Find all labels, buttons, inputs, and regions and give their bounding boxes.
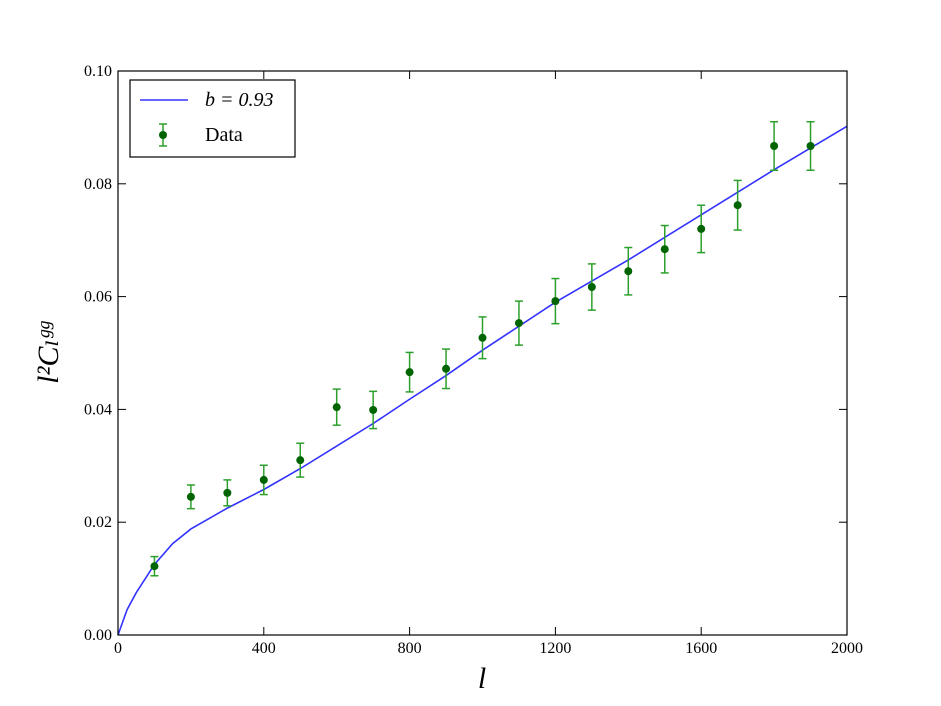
- data-point: [660, 245, 669, 254]
- data-point: [296, 456, 305, 465]
- data-point: [405, 368, 414, 377]
- data-point: [186, 492, 195, 501]
- x-tick-label: 800: [398, 640, 422, 657]
- x-tick-label: 2000: [831, 640, 863, 657]
- legend-marker: [159, 131, 167, 139]
- y-tick-label: 0.06: [84, 289, 112, 306]
- data-point: [478, 333, 487, 342]
- data-point: [259, 475, 268, 484]
- data-point: [223, 488, 232, 497]
- data-point: [587, 283, 596, 292]
- data-point: [624, 267, 633, 276]
- data-point: [806, 142, 815, 151]
- data-point: [733, 201, 742, 210]
- y-tick-label: 0.10: [84, 63, 112, 80]
- legend-label: Data: [205, 124, 243, 146]
- data-point: [514, 319, 523, 328]
- y-axis-label: l²Cₗᵍᵍ: [32, 321, 65, 384]
- y-tick-label: 0.04: [84, 401, 112, 418]
- data-point: [770, 142, 779, 151]
- data-point: [442, 364, 451, 373]
- x-tick-label: 1200: [539, 640, 571, 657]
- data-point: [697, 224, 706, 233]
- legend-box: [129, 79, 296, 158]
- y-tick-label: 0.08: [84, 176, 112, 193]
- data-point: [332, 403, 341, 412]
- x-tick-label: 0: [114, 640, 122, 657]
- legend-label: b = 0.93: [205, 89, 274, 111]
- y-tick-label: 0.00: [84, 627, 112, 644]
- x-tick-label: 1600: [685, 640, 717, 657]
- x-axis-label: l: [478, 662, 486, 695]
- data-point: [551, 297, 560, 306]
- y-tick-label: 0.02: [84, 514, 112, 531]
- data-point: [150, 562, 159, 571]
- x-tick-label: 400: [252, 640, 276, 657]
- plot-frame: [117, 70, 848, 636]
- data-point: [369, 405, 378, 414]
